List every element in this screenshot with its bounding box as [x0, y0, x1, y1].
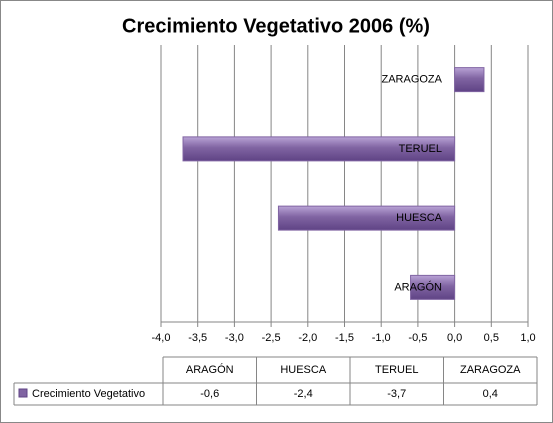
x-tick-label: -4,0 [152, 332, 171, 344]
bar [410, 274, 456, 300]
bar [182, 136, 456, 162]
x-tick-label: -1,0 [372, 332, 391, 344]
table-header: HUESCA [280, 364, 327, 376]
category-label: ZARAGOZA [381, 74, 442, 86]
x-tick-label: -2,5 [262, 332, 281, 344]
x-tick-label: 0,5 [484, 332, 499, 344]
legend-label: Crecimiento Vegetativo [32, 388, 145, 400]
bar [277, 205, 456, 231]
x-tick-label: 0,0 [447, 332, 462, 344]
x-tick-label: -1,5 [335, 332, 354, 344]
x-tick-label: -2,0 [298, 332, 317, 344]
table-header: ZARAGOZA [460, 364, 521, 376]
table-value: -3,7 [387, 388, 406, 400]
category-label: HUESCA [396, 212, 443, 224]
x-tick-label: -3,0 [225, 332, 244, 344]
legend-swatch [18, 388, 28, 398]
table-value: -0,6 [200, 388, 219, 400]
category-label: TERUEL [399, 143, 442, 155]
x-tick-label: 1,0 [520, 332, 535, 344]
chart-title: Crecimiento Vegetativo 2006 (%) [122, 15, 430, 37]
table-value: -2,4 [294, 388, 313, 400]
table-header: TERUEL [375, 364, 418, 376]
category-label: ARAGÓN [394, 280, 442, 293]
x-tick-label: -3,5 [188, 332, 207, 344]
bar [454, 67, 485, 93]
x-tick-label: -0,5 [408, 332, 427, 344]
table-header: ARAGÓN [186, 363, 234, 376]
table-value: 0,4 [483, 388, 498, 400]
